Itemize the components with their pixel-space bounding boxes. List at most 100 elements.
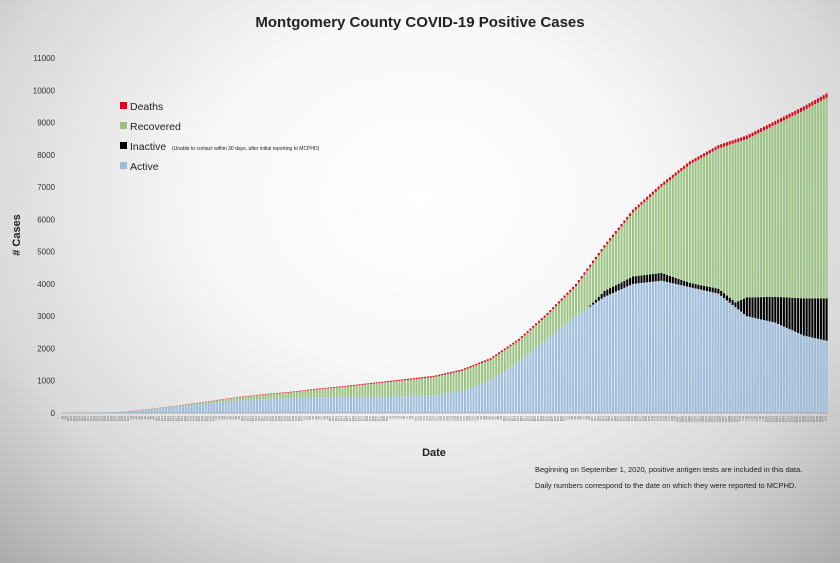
bar-recovered [646,199,649,275]
x-tick-label: 7/14 [425,415,429,421]
bar-active [791,330,794,413]
bar-inactive [762,297,765,321]
bar-recovered [498,353,501,375]
bar-recovered [236,397,239,401]
x-tick-label: 4/25 [197,415,201,421]
bar-deaths [492,356,495,358]
x-tick-label: 7/17 [433,415,437,421]
bar-recovered [683,168,686,281]
bar-inactive [686,281,689,287]
x-tick-label: 8/19 [527,415,531,421]
bar-active [170,407,173,413]
bar-active [298,397,301,413]
bar-recovered [404,380,407,397]
bar-recovered [574,286,578,317]
x-tick-label: 6/24 [368,415,372,421]
x-tick-label: 3/14 [78,415,82,421]
x-tick-label: 7/6 [402,415,406,419]
bar-active [384,396,387,413]
bar-recovered [284,392,287,399]
x-tick-label: 4/15 [169,415,173,421]
bar-recovered [270,394,273,399]
x-tick-label: 3/31 [126,415,130,421]
x-tick-label: 4/26 [200,415,204,421]
bar-active [606,295,609,413]
y-tick-label: 11000 [33,54,55,63]
bar-active [116,411,119,413]
x-tick-label: 11/1 [738,415,742,420]
x-tick-label: 10/25 [718,415,722,422]
bar-deaths [594,256,597,260]
note-reporting: Daily numbers correspond to the date on … [535,481,796,490]
bar-recovered [771,126,774,297]
x-tick-label: 5/2 [217,415,221,419]
bar-inactive [703,285,706,291]
bar-deaths [762,126,765,131]
x-tick-label: 8/25 [545,415,549,421]
x-tick-label: 11/20 [792,415,796,422]
bar-active [469,387,472,413]
bar-deaths [657,186,660,190]
bar-deaths [668,177,671,181]
bar-active [797,332,800,413]
bar-deaths [250,395,253,397]
bar-recovered [634,209,637,277]
bar-active [347,396,350,413]
x-tick-label: 7/4 [396,415,400,419]
bar-recovered [700,158,703,286]
bar-recovered [688,164,691,283]
bar-active [236,400,239,413]
bar-deaths [745,135,748,139]
x-tick-label: 7/11 [416,415,420,420]
x-tick-label: 10/16 [693,415,697,422]
x-tick-label: 11/28 [815,415,819,422]
x-tick-label: 9/20 [619,415,623,421]
y-tick-label: 4000 [37,280,55,289]
bar-deaths [683,165,686,169]
x-tick-label: 8/7 [493,415,497,419]
bar-deaths [649,194,652,198]
bar-deaths [327,387,330,389]
bar-deaths [398,379,401,381]
legend-note-inactive: (Unable to contact within 30 days, after… [172,146,320,152]
bar-inactive [765,297,768,321]
bar-active [122,411,125,413]
x-tick-label: 10/29 [730,415,734,422]
bar-active [312,397,316,413]
bar-active [176,406,179,413]
bar-inactive [779,297,783,326]
bar-deaths [350,385,353,387]
bar-recovered [649,197,652,275]
bar-recovered [518,340,521,362]
x-tick-label: 7/21 [445,415,449,421]
bar-active [688,287,691,413]
x-tick-label: 9/11 [593,415,597,420]
bar-inactive [811,298,814,338]
bar-recovered [597,255,600,297]
bar-active [503,371,506,413]
bar-recovered [216,400,219,403]
x-tick-label: 8/4 [485,415,489,419]
x-tick-label: 5/3 [220,415,224,419]
bar-inactive [634,276,637,284]
bar-inactive [691,283,694,288]
bar-active [130,410,133,413]
bar-recovered [515,342,518,364]
x-tick-label: 3/9 [63,415,67,419]
bar-inactive [819,298,822,340]
bar-active [734,307,737,413]
bar-active [310,397,313,413]
bar-recovered [261,394,264,400]
bar-recovered [543,317,546,342]
bar-deaths [461,369,464,371]
bar-deaths [318,388,321,390]
bar-recovered [301,391,304,398]
x-tick-label: 8/10 [502,415,506,421]
x-tick-label: 10/26 [721,415,725,422]
bar-deaths [503,348,506,351]
bar-active [782,326,785,413]
bar-active [666,281,669,413]
y-tick-label: 9000 [37,119,55,128]
bar-deaths [734,139,737,143]
bar-active [267,398,270,413]
